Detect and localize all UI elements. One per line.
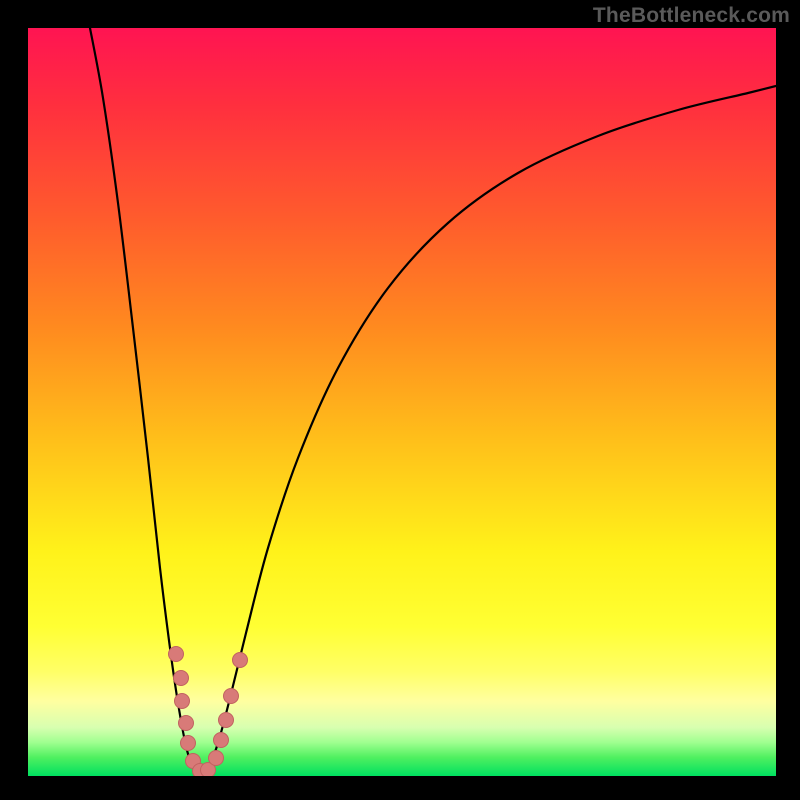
data-marker (214, 733, 229, 748)
data-marker (209, 751, 224, 766)
data-marker (169, 647, 184, 662)
plot-area (28, 28, 776, 776)
data-marker (174, 671, 189, 686)
data-marker (233, 653, 248, 668)
data-marker (175, 694, 190, 709)
gradient-background (28, 28, 776, 776)
data-marker (219, 713, 234, 728)
data-marker (224, 689, 239, 704)
bottleneck-chart (28, 28, 776, 776)
data-marker (181, 736, 196, 751)
chart-canvas: TheBottleneck.com (0, 0, 800, 800)
data-marker (179, 716, 194, 731)
watermark-text: TheBottleneck.com (593, 4, 790, 28)
